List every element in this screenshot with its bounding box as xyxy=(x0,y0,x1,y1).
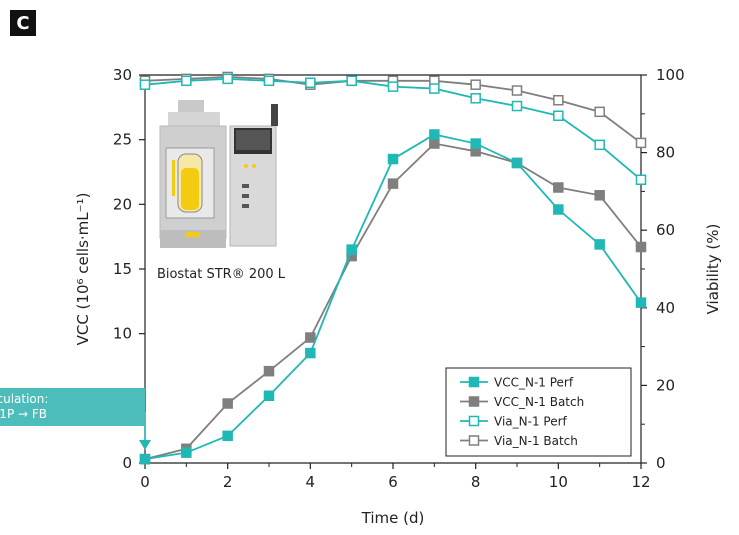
data-point xyxy=(305,347,316,359)
inset-caption: Biostat STR® 200 L xyxy=(157,267,286,282)
legend-swatch-marker xyxy=(468,415,480,427)
data-point xyxy=(470,138,481,149)
bioreactor-illustration: Biostat STR® 200 L xyxy=(157,100,286,282)
y-axis-left-label: VCC (10⁶ cells·mL⁻¹) xyxy=(74,193,92,346)
data-point xyxy=(594,239,605,250)
annotation-line-1: Inoculation: xyxy=(0,392,49,406)
data-point xyxy=(553,110,564,121)
legend-label: VCC_N-1 Perf xyxy=(494,376,574,390)
y-right-tick-label: 0 xyxy=(656,454,666,472)
y-right-tick-label: 100 xyxy=(656,66,685,84)
series-via-n-1-perf xyxy=(139,73,647,186)
data-point xyxy=(553,204,564,215)
data-point xyxy=(181,447,192,458)
data-point xyxy=(222,398,233,409)
data-point xyxy=(635,174,647,186)
data-point xyxy=(387,178,399,189)
legend-label: Via_N-1 Batch xyxy=(494,434,578,448)
data-point xyxy=(346,244,357,255)
legend-swatch-marker xyxy=(468,435,480,446)
data-point xyxy=(429,129,440,140)
data-point xyxy=(635,297,647,308)
legend-entry: Via_N-1 Perf xyxy=(460,415,568,429)
data-point xyxy=(635,137,647,149)
data-point xyxy=(511,100,523,112)
data-point xyxy=(387,153,399,165)
data-point xyxy=(346,75,357,87)
legend: VCC_N-1 Perf VCC_N-1 Batch Via_N-1 Perf Via… xyxy=(445,367,632,457)
axes: 024681012051015202530020406080100Time (d… xyxy=(74,66,722,527)
y-left-tick-label: 15 xyxy=(113,260,132,278)
data-point xyxy=(139,453,151,465)
x-axis-label: Time (d) xyxy=(361,509,425,527)
data-point xyxy=(305,332,316,343)
x-tick-label: 2 xyxy=(223,473,233,491)
legend-entry: Via_N-1 Batch xyxy=(460,434,578,448)
control-cabinet-icon xyxy=(229,104,278,247)
legend-entry: VCC_N-1 Perf xyxy=(460,376,574,390)
x-tick-label: 4 xyxy=(306,473,316,491)
data-point xyxy=(263,75,275,87)
data-point xyxy=(553,94,564,106)
y-right-tick-label: 20 xyxy=(656,376,675,394)
legend-label: Via_N-1 Perf xyxy=(494,415,568,429)
legend-entry: VCC_N-1 Batch xyxy=(460,395,584,409)
bioreactor-vessel-icon xyxy=(159,100,227,248)
annotation-line-2: N-1P → FB xyxy=(0,407,47,421)
y-left-tick-label: 20 xyxy=(113,195,132,213)
y-right-tick-label: 60 xyxy=(656,221,675,239)
y-left-tick-label: 0 xyxy=(122,454,132,472)
data-point xyxy=(553,182,564,193)
x-tick-label: 6 xyxy=(388,473,398,491)
data-point xyxy=(594,106,605,118)
data-point xyxy=(139,79,151,90)
inoculation-annotation: Inoculation: N-1P → FB xyxy=(0,388,145,426)
y-left-tick-label: 10 xyxy=(113,325,132,343)
x-tick-label: 12 xyxy=(631,473,650,491)
y-right-tick-label: 80 xyxy=(656,144,675,162)
y-axis-right-label: Viability (%) xyxy=(704,224,722,315)
panel-label: C xyxy=(10,10,36,36)
data-point xyxy=(222,73,233,85)
data-point xyxy=(594,139,605,151)
x-tick-label: 8 xyxy=(471,473,481,491)
data-point xyxy=(222,430,233,442)
data-point xyxy=(635,241,647,253)
data-point xyxy=(387,81,399,92)
data-point xyxy=(594,190,605,201)
x-tick-label: 10 xyxy=(549,473,568,491)
data-point xyxy=(263,365,275,377)
data-point xyxy=(470,79,481,90)
y-left-tick-label: 25 xyxy=(113,131,132,149)
data-point xyxy=(305,77,316,89)
y-left-tick-label: 30 xyxy=(113,66,132,84)
data-point xyxy=(511,157,523,169)
data-point xyxy=(429,138,440,149)
x-tick-label: 0 xyxy=(140,473,150,491)
inoculation-arrow xyxy=(139,412,151,450)
data-point xyxy=(511,85,523,96)
legend-label: VCC_N-1 Batch xyxy=(494,395,584,409)
data-point xyxy=(429,83,440,94)
legend-swatch-marker xyxy=(468,376,480,388)
legend-swatch-marker xyxy=(468,396,480,407)
series-vcc-n-1-perf xyxy=(139,129,647,465)
y-right-tick-label: 40 xyxy=(656,299,675,317)
data-point xyxy=(470,93,481,104)
series-layer xyxy=(139,71,647,465)
data-point xyxy=(181,75,192,87)
data-point xyxy=(263,390,275,401)
